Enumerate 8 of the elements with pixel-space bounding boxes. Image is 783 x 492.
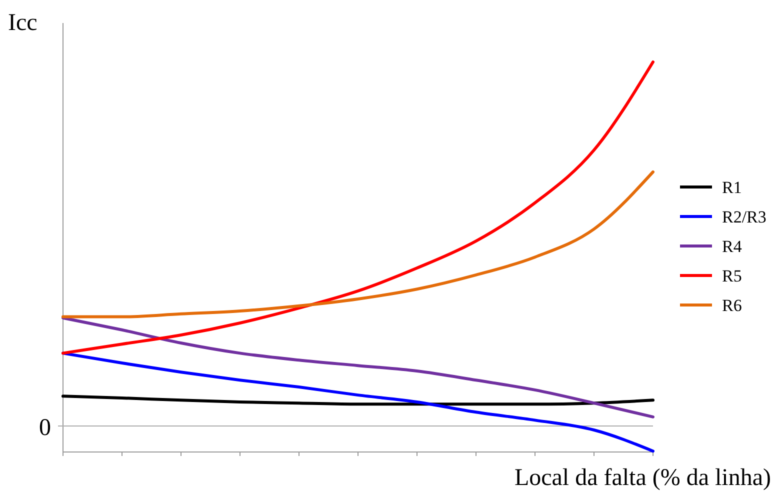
legend-label: R4 [722,237,742,256]
legend-label: R2/R3 [722,208,766,226]
legend-label: R1 [722,178,742,197]
legend-label: R5 [722,266,742,286]
y-axis-title: Icc [8,10,38,36]
legend-label: R6 [722,296,742,315]
text: 0 [39,415,51,441]
x-axis-title: Local da falta (% da linha) [514,465,771,491]
